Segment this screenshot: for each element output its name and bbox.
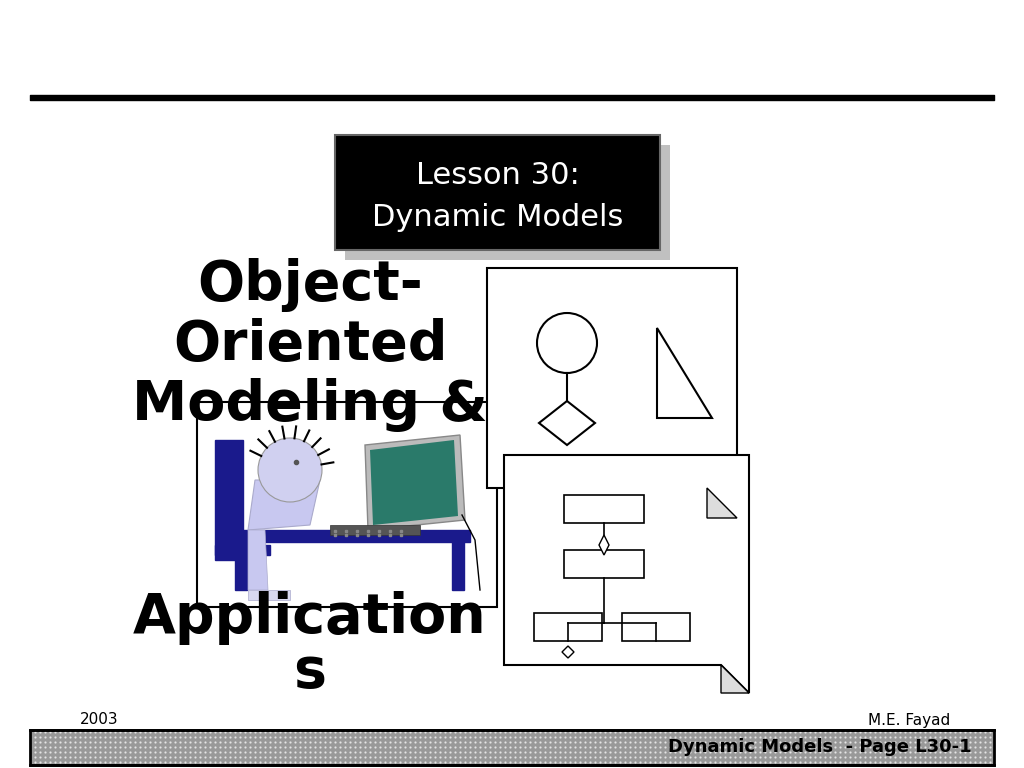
Bar [345, 145, 670, 260]
Polygon shape [487, 268, 737, 518]
Text: s: s [294, 645, 327, 699]
Polygon shape [365, 435, 465, 530]
Polygon shape [657, 328, 712, 418]
Text: Dynamic Models: Dynamic Models [372, 204, 624, 232]
Circle shape [258, 438, 322, 502]
Polygon shape [539, 401, 595, 445]
Text: Oriented: Oriented [173, 318, 447, 372]
Polygon shape [562, 646, 574, 658]
Bar [230, 530, 470, 542]
Bar [335, 135, 660, 250]
Bar [330, 525, 420, 535]
Bar [564, 550, 644, 578]
Bar [452, 542, 464, 590]
Bar [564, 495, 644, 523]
Polygon shape [721, 665, 749, 693]
Bar [215, 440, 243, 560]
Text: M.E. Fayad: M.E. Fayad [867, 713, 950, 727]
Text: Lesson 30:: Lesson 30: [416, 161, 580, 190]
Bar [622, 613, 690, 641]
Bar [234, 542, 247, 590]
Bar [215, 545, 270, 555]
Polygon shape [248, 530, 268, 590]
Text: Application: Application [133, 591, 486, 645]
Circle shape [537, 313, 597, 373]
Polygon shape [248, 480, 319, 530]
Polygon shape [599, 535, 609, 555]
Text: 2003: 2003 [80, 713, 119, 727]
Polygon shape [248, 590, 290, 600]
Polygon shape [707, 488, 737, 518]
Bar [534, 613, 602, 641]
Bar [197, 402, 497, 607]
Text: Dynamic Models  - Page L30-1: Dynamic Models - Page L30-1 [669, 738, 972, 756]
Polygon shape [504, 455, 749, 693]
Text: Object-: Object- [198, 258, 423, 312]
Polygon shape [370, 440, 458, 525]
Bar [30, 730, 994, 765]
Text: Modeling &: Modeling & [132, 378, 487, 432]
